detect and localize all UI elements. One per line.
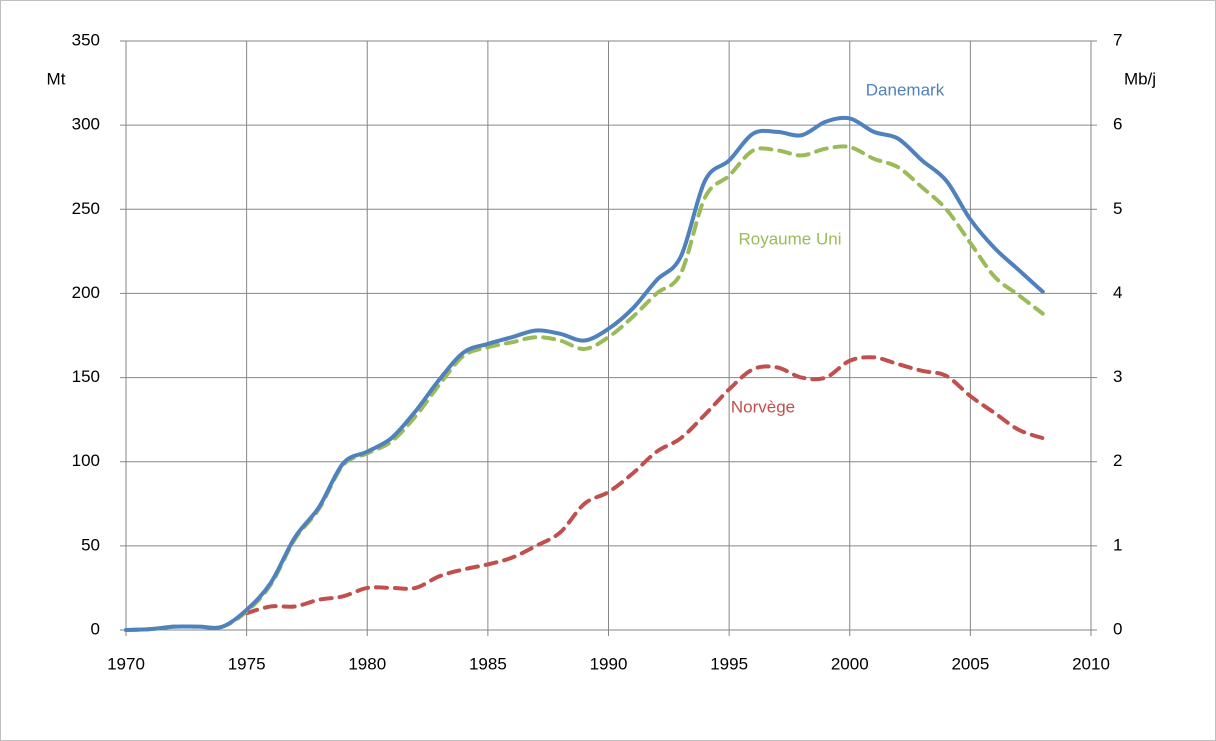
y2-tick-label: 4 xyxy=(1113,283,1122,302)
x-tick-label: 1980 xyxy=(348,654,386,673)
x-tick-label: 2000 xyxy=(831,654,869,673)
y2-tick-label: 2 xyxy=(1113,451,1122,470)
y2-tick-label: 5 xyxy=(1113,199,1122,218)
y2-tick-label: 0 xyxy=(1113,619,1122,638)
y-tick-label: 200 xyxy=(72,283,100,302)
x-tick-label: 1985 xyxy=(469,654,507,673)
y-tick-label: 100 xyxy=(72,451,100,470)
y-tick-label: 0 xyxy=(91,619,100,638)
series-label: Norvège xyxy=(731,397,795,416)
y-tick-label: 250 xyxy=(72,199,100,218)
x-tick-label: 1970 xyxy=(107,654,145,673)
y-tick-label: 300 xyxy=(72,115,100,134)
y2-tick-label: 7 xyxy=(1113,30,1122,49)
series-label: Danemark xyxy=(866,80,945,99)
x-tick-label: 1990 xyxy=(590,654,628,673)
y-axis-label: Mt xyxy=(47,69,66,88)
data-line xyxy=(244,355,1045,616)
y-tick-label: 150 xyxy=(72,367,100,386)
x-tick-label: 2005 xyxy=(951,654,989,673)
x-tick-label: 1995 xyxy=(710,654,748,673)
series-label: Royaume Uni xyxy=(739,229,842,248)
x-tick-label: 2010 xyxy=(1072,654,1110,673)
y2-axis-label: Mb/j xyxy=(1124,69,1156,88)
y-tick-label: 350 xyxy=(72,30,100,49)
y-tick-label: 50 xyxy=(81,535,100,554)
y2-tick-label: 1 xyxy=(1113,535,1122,554)
data-line xyxy=(124,115,1045,632)
x-tick-label: 1975 xyxy=(228,654,266,673)
y2-tick-label: 6 xyxy=(1113,115,1122,134)
y2-tick-label: 3 xyxy=(1113,367,1122,386)
